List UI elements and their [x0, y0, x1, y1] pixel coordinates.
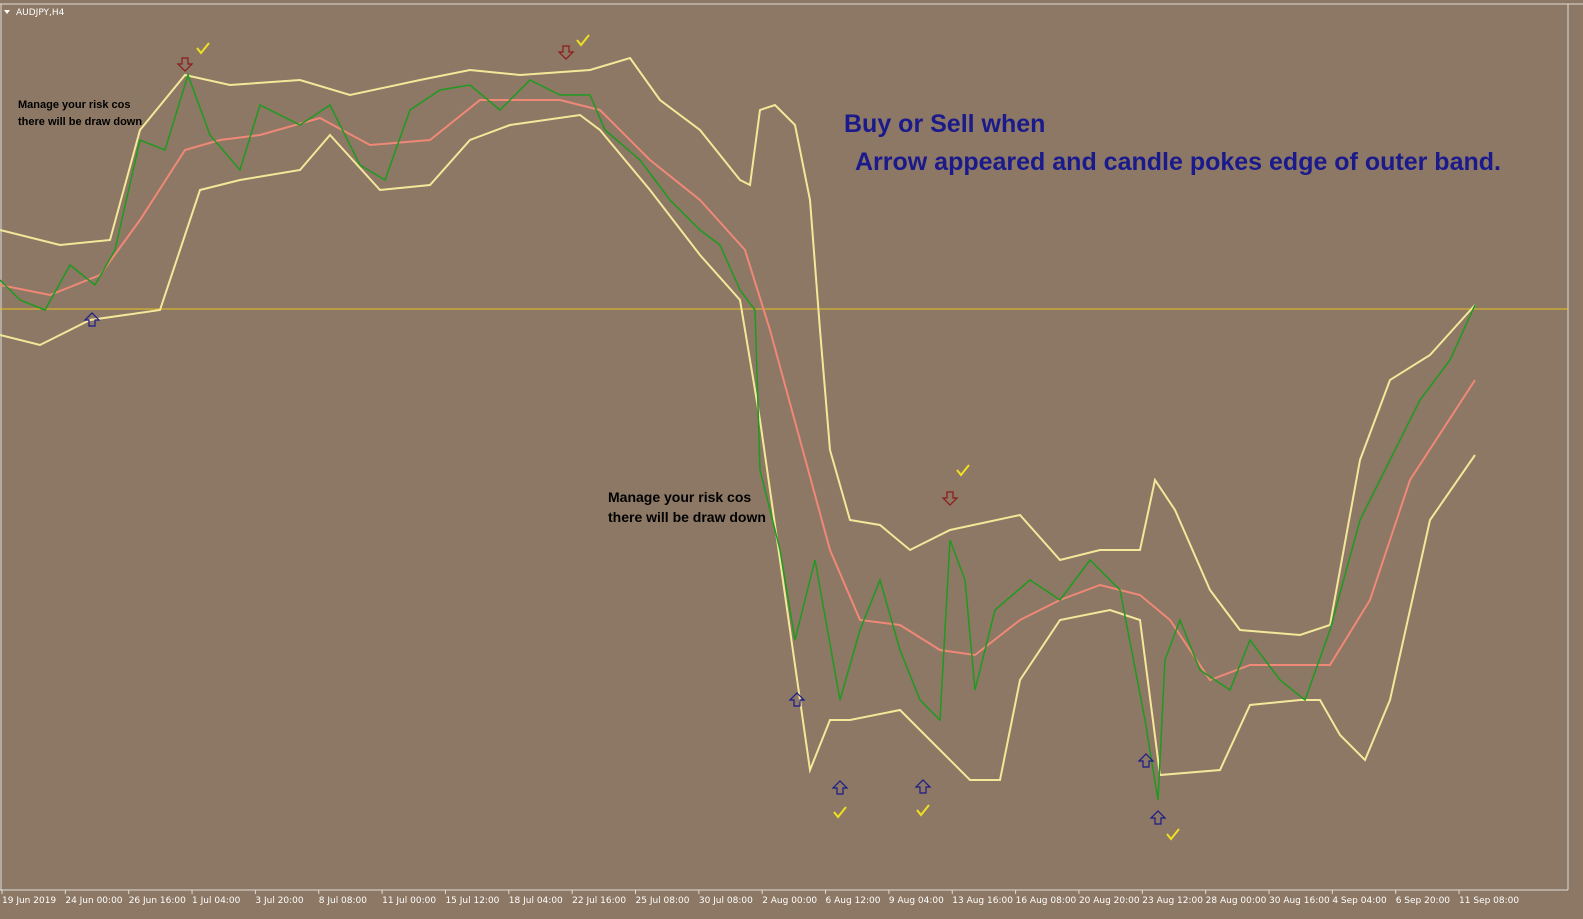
time-label: 11 Sep 08:00 — [1459, 896, 1519, 906]
time-label: 19 Jun 2019 — [2, 896, 56, 906]
time-label: 1 Jul 04:00 — [192, 896, 241, 906]
time-label: 23 Aug 12:00 — [1142, 896, 1203, 906]
time-label: 9 Aug 04:00 — [889, 896, 944, 906]
time-label: 8 Jul 08:00 — [319, 896, 368, 906]
time-label: 24 Jun 00:00 — [65, 896, 122, 906]
time-label: 30 Aug 16:00 — [1269, 896, 1330, 906]
rule-text: Buy or Sell when — [844, 110, 1045, 138]
time-label: 20 Aug 20:00 — [1079, 896, 1140, 906]
upper-band — [0, 56, 1476, 637]
time-label: 28 Aug 00:00 — [1206, 896, 1267, 906]
time-label: 2 Aug 00:00 — [762, 896, 817, 906]
rule-text: Arrow appeared and candle pokes edge of … — [855, 148, 1501, 176]
symbol-label: AUDJPY,H4 — [16, 8, 65, 18]
time-label: 15 Jul 12:00 — [445, 896, 499, 906]
risk-note: there will be draw down — [608, 509, 766, 525]
time-label: 3 Jul 20:00 — [255, 896, 304, 906]
time-label: 18 Jul 04:00 — [509, 896, 563, 906]
time-label: 13 Aug 16:00 — [952, 896, 1013, 906]
collapse-icon[interactable] — [4, 10, 10, 14]
time-label: 25 Jul 08:00 — [636, 896, 690, 906]
time-label: 6 Aug 12:00 — [826, 896, 881, 906]
signal-icons — [83, 34, 1180, 841]
time-label: 22 Jul 16:00 — [572, 896, 626, 906]
risk-note: Manage your risk cos — [608, 489, 751, 505]
risk-note: there will be draw down — [18, 116, 142, 128]
time-label: 11 Jul 00:00 — [382, 896, 436, 906]
time-label: 16 Aug 08:00 — [1016, 896, 1077, 906]
time-label: 26 Jun 16:00 — [129, 896, 186, 906]
middle-band — [0, 99, 1476, 682]
price-path — [0, 72, 1476, 801]
lower-band — [0, 113, 1476, 781]
time-label: 4 Sep 04:00 — [1332, 896, 1387, 906]
time-label: 6 Sep 20:00 — [1396, 896, 1451, 906]
risk-note: Manage your risk cos — [18, 99, 131, 111]
time-label: 30 Jul 08:00 — [699, 896, 753, 906]
